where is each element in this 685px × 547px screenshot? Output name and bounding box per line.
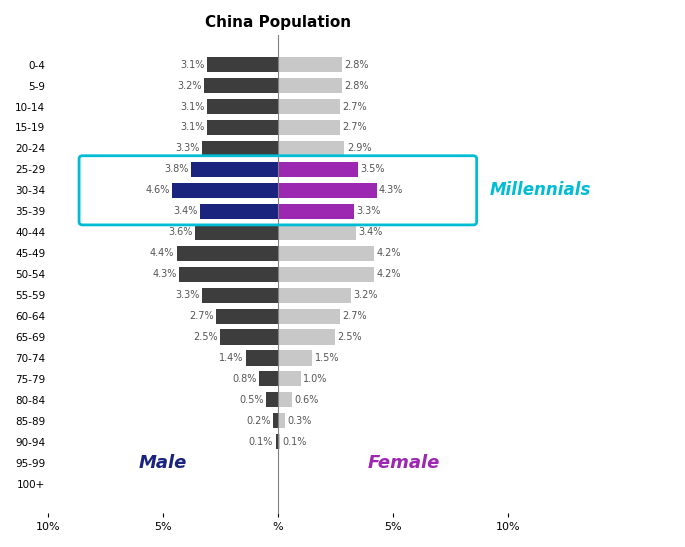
Text: 0.5%: 0.5%	[240, 395, 264, 405]
Bar	[221, 329, 278, 345]
Bar	[278, 141, 345, 156]
Bar	[278, 78, 342, 93]
Text: 1.5%: 1.5%	[314, 353, 339, 363]
Text: 2.5%: 2.5%	[193, 332, 218, 342]
Text: 4.3%: 4.3%	[379, 185, 403, 195]
Bar	[207, 57, 278, 72]
Text: 3.1%: 3.1%	[180, 102, 204, 112]
Bar	[278, 371, 301, 387]
Bar	[172, 183, 278, 198]
Bar	[260, 371, 278, 387]
Bar	[278, 183, 377, 198]
Text: 3.4%: 3.4%	[173, 206, 197, 216]
Text: 2.5%: 2.5%	[338, 332, 362, 342]
Text: 2.9%: 2.9%	[347, 143, 371, 153]
Text: 2.7%: 2.7%	[342, 123, 366, 132]
Text: 4.2%: 4.2%	[377, 269, 401, 279]
Bar	[278, 99, 340, 114]
Text: 3.3%: 3.3%	[175, 143, 200, 153]
Bar	[273, 414, 278, 428]
Bar	[278, 329, 335, 345]
Bar	[246, 351, 278, 365]
Bar	[278, 246, 375, 261]
Text: Millennials: Millennials	[489, 181, 590, 199]
Text: 1.0%: 1.0%	[303, 374, 327, 384]
Bar	[278, 309, 340, 324]
Bar	[202, 288, 278, 302]
Bar	[204, 78, 278, 93]
Bar	[278, 203, 353, 219]
Bar	[278, 288, 351, 302]
Bar	[207, 120, 278, 135]
Text: 4.3%: 4.3%	[152, 269, 177, 279]
Text: 2.7%: 2.7%	[342, 102, 366, 112]
Bar	[202, 141, 278, 156]
Text: 0.1%: 0.1%	[249, 437, 273, 447]
Bar	[278, 225, 356, 240]
Text: 3.2%: 3.2%	[177, 80, 202, 91]
Bar	[179, 266, 278, 282]
Bar	[207, 99, 278, 114]
Bar	[177, 246, 278, 261]
Text: 2.8%: 2.8%	[345, 80, 369, 91]
Text: 4.6%: 4.6%	[145, 185, 170, 195]
Bar	[278, 392, 292, 408]
Text: 0.6%: 0.6%	[294, 395, 319, 405]
Title: China Population: China Population	[205, 15, 351, 30]
Text: 1.4%: 1.4%	[219, 353, 243, 363]
Text: 3.3%: 3.3%	[175, 290, 200, 300]
Text: 0.1%: 0.1%	[282, 437, 307, 447]
Bar	[278, 266, 375, 282]
Text: 0.2%: 0.2%	[247, 416, 271, 426]
Text: 3.5%: 3.5%	[360, 164, 385, 174]
Bar	[278, 162, 358, 177]
Text: Female: Female	[368, 454, 440, 472]
Text: 2.7%: 2.7%	[342, 311, 366, 321]
Bar	[216, 309, 278, 324]
Bar	[195, 225, 278, 240]
Text: 4.2%: 4.2%	[377, 248, 401, 258]
Text: 4.4%: 4.4%	[150, 248, 175, 258]
Bar	[278, 351, 312, 365]
Text: 2.8%: 2.8%	[345, 60, 369, 69]
Text: 3.6%: 3.6%	[169, 227, 192, 237]
Bar	[278, 57, 342, 72]
Text: 0.8%: 0.8%	[233, 374, 257, 384]
Text: 3.3%: 3.3%	[356, 206, 380, 216]
Bar	[278, 414, 285, 428]
Text: 0.3%: 0.3%	[287, 416, 312, 426]
Bar	[278, 120, 340, 135]
Text: 2.7%: 2.7%	[189, 311, 214, 321]
Bar	[200, 203, 278, 219]
Text: 3.1%: 3.1%	[180, 60, 204, 69]
Bar	[190, 162, 278, 177]
Text: Male: Male	[139, 454, 187, 472]
Bar	[266, 392, 278, 408]
Text: 3.4%: 3.4%	[358, 227, 383, 237]
Bar	[278, 434, 280, 449]
Bar	[275, 434, 278, 449]
Text: 3.2%: 3.2%	[353, 290, 378, 300]
Text: 3.8%: 3.8%	[164, 164, 188, 174]
Text: 3.1%: 3.1%	[180, 123, 204, 132]
